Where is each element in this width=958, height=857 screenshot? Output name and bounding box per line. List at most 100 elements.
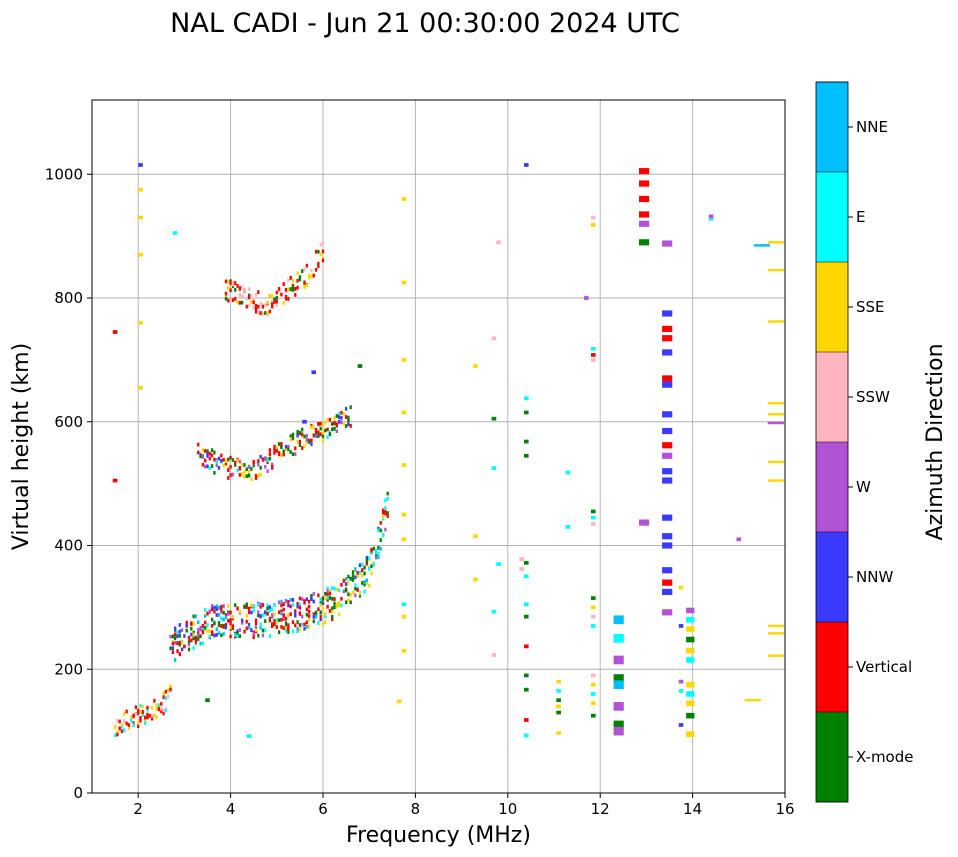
echo-point xyxy=(377,528,380,533)
echo-point xyxy=(338,603,341,607)
echo-point xyxy=(342,579,345,583)
echo-point xyxy=(275,299,278,304)
echo-point xyxy=(234,633,237,637)
echo-point xyxy=(613,680,624,690)
echo-point xyxy=(238,628,241,632)
echo-point xyxy=(473,534,478,539)
echo-point xyxy=(162,691,165,696)
echo-point xyxy=(141,713,144,717)
echo-point xyxy=(386,491,389,496)
echo-point xyxy=(287,623,290,628)
echo-point xyxy=(180,628,184,632)
echo-point xyxy=(307,599,311,604)
echo-point xyxy=(296,429,299,434)
echo-point xyxy=(176,649,179,653)
echo-point xyxy=(254,621,258,626)
echo-point xyxy=(368,567,371,571)
echo-point xyxy=(321,423,325,428)
echo-point xyxy=(275,618,278,622)
echo-point xyxy=(344,577,348,581)
echo-point xyxy=(252,460,255,465)
echo-point xyxy=(252,608,255,613)
echo-point xyxy=(344,406,348,411)
echo-point xyxy=(227,279,230,284)
echo-point xyxy=(247,465,251,469)
echo-point xyxy=(250,628,253,632)
echo-point xyxy=(662,542,673,549)
echo-point xyxy=(183,634,186,638)
echo-point xyxy=(254,618,258,623)
echo-point xyxy=(736,537,742,542)
echo-point xyxy=(132,721,135,726)
echo-point xyxy=(280,453,283,458)
echo-point xyxy=(116,730,119,735)
echo-point xyxy=(523,733,529,738)
echo-point xyxy=(523,163,529,167)
echo-point xyxy=(662,477,673,484)
echo-point xyxy=(321,606,325,611)
y-tick-label: 800 xyxy=(54,289,83,307)
echo-point xyxy=(259,311,262,315)
echo-point xyxy=(401,537,407,542)
echo-point xyxy=(234,460,237,465)
echo-point xyxy=(319,252,322,257)
echo-point xyxy=(222,463,225,468)
echo-point xyxy=(347,415,350,420)
echo-point xyxy=(314,249,318,254)
echo-point xyxy=(294,613,297,618)
echo-point xyxy=(328,417,332,422)
echo-point xyxy=(363,565,366,570)
echo-point xyxy=(294,446,297,451)
echo-point xyxy=(326,586,329,591)
echo-point xyxy=(370,550,373,555)
echo-point xyxy=(496,240,501,245)
echo-point xyxy=(169,634,172,639)
echo-point xyxy=(190,626,193,631)
echo-point xyxy=(215,627,218,632)
echo-point xyxy=(335,414,339,418)
echo-point xyxy=(268,616,272,621)
echo-point xyxy=(354,583,357,588)
echo-point xyxy=(220,453,223,458)
echo-point xyxy=(257,290,260,294)
echo-point xyxy=(662,240,673,247)
echo-point xyxy=(347,598,350,602)
echo-point xyxy=(264,619,267,623)
echo-point xyxy=(245,602,248,607)
echo-point xyxy=(112,330,118,334)
echo-point xyxy=(271,607,274,612)
echo-point xyxy=(252,631,255,636)
echo-point xyxy=(381,508,385,513)
echo-point xyxy=(277,618,281,623)
echo-point xyxy=(344,424,348,428)
echo-point xyxy=(296,628,299,633)
echo-point xyxy=(213,605,216,610)
echo-point xyxy=(310,274,313,279)
echo-point xyxy=(250,300,253,304)
echo-point xyxy=(767,413,784,416)
echo-point xyxy=(134,712,138,717)
echo-point xyxy=(312,612,315,616)
echo-point xyxy=(340,603,343,608)
echo-point xyxy=(317,434,320,438)
echo-point xyxy=(132,723,135,728)
echo-point xyxy=(254,309,258,314)
echo-point xyxy=(264,610,267,614)
echo-point xyxy=(298,275,302,279)
echo-point xyxy=(201,462,205,467)
echo-point xyxy=(379,521,382,525)
echo-point xyxy=(351,578,355,582)
echo-point xyxy=(523,560,529,565)
echo-point xyxy=(201,626,205,630)
x-axis-title: Frequency (MHz) xyxy=(346,823,531,848)
echo-point xyxy=(662,514,673,521)
echo-point xyxy=(401,602,407,607)
echo-point xyxy=(208,629,211,634)
echo-point xyxy=(305,624,308,629)
echo-point xyxy=(291,620,295,625)
echo-point xyxy=(381,510,385,515)
x-axis-ticks: 2 4 6 8 10 12 14 16 xyxy=(133,793,795,818)
echo-point xyxy=(326,597,329,602)
echo-point xyxy=(335,422,339,427)
echo-point xyxy=(183,644,186,649)
